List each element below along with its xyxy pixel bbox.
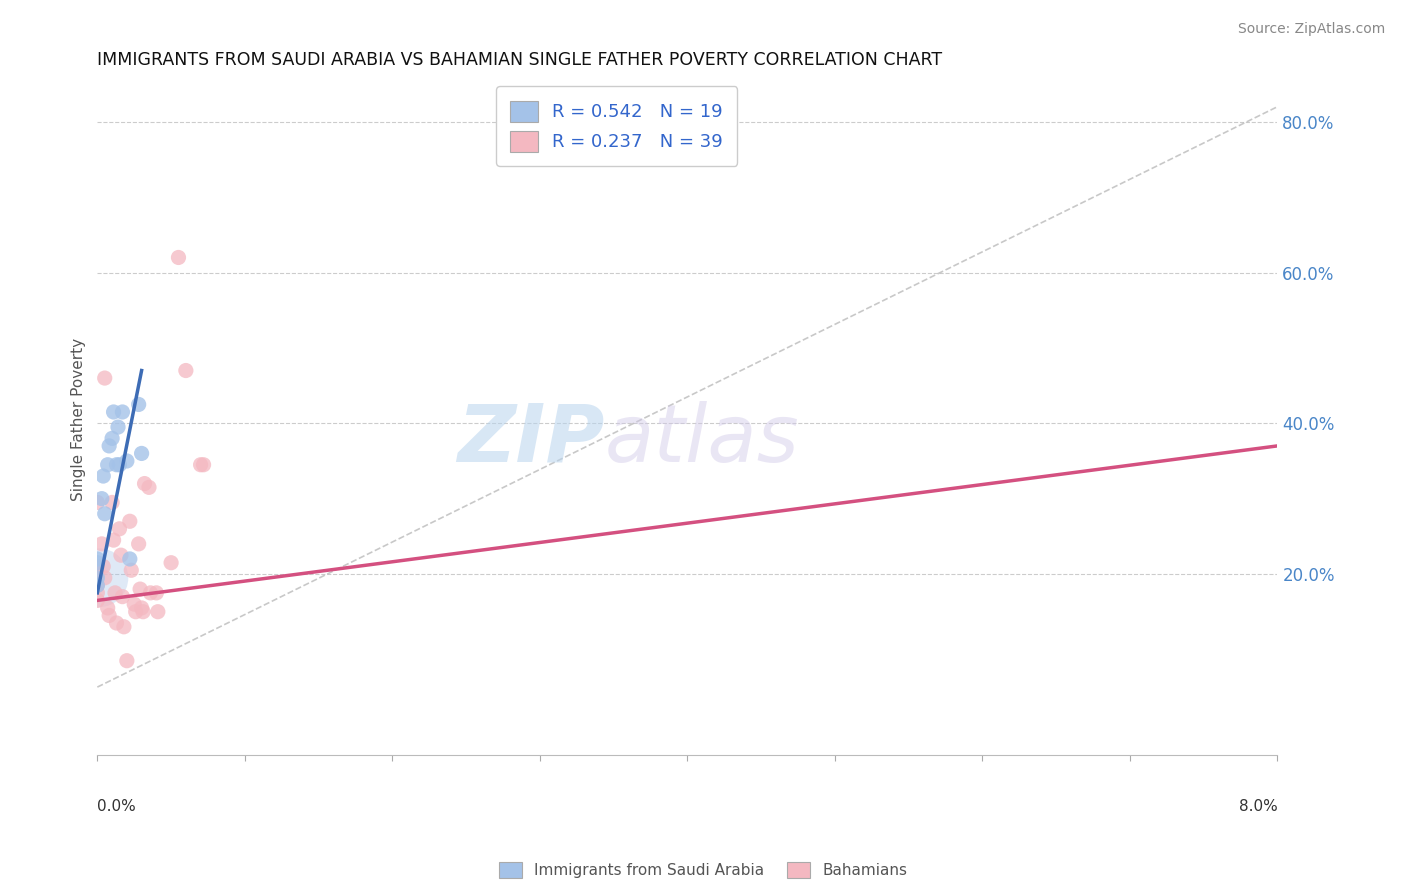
Point [167,251,190,265]
Point [101,431,124,445]
Point [118,514,141,528]
Point [91,469,114,483]
Point [174,363,197,377]
Point [86,593,108,607]
Point [97,601,120,615]
Point [90,537,112,551]
Point [86,578,108,592]
Point [115,454,138,468]
Point [190,458,212,472]
Point [111,405,134,419]
Point [139,586,162,600]
Point [128,537,150,551]
Point [97,458,120,472]
Y-axis label: Single Father Poverty: Single Father Poverty [72,338,86,501]
Point [86,552,108,566]
Point [86,495,108,509]
Point [115,654,138,668]
Point [105,615,128,630]
Point [86,571,108,585]
Point [110,548,132,562]
Point [98,608,121,623]
Point [90,491,112,506]
Text: IMMIGRANTS FROM SAUDI ARABIA VS BAHAMIAN SINGLE FATHER POVERTY CORRELATION CHART: IMMIGRANTS FROM SAUDI ARABIA VS BAHAMIAN… [97,51,942,69]
Point [125,605,148,619]
Point [118,552,141,566]
Point [128,397,150,411]
Point [131,446,153,460]
Point [107,420,129,434]
Point [86,578,108,592]
Point [86,586,108,600]
Point [91,559,114,574]
Point [112,620,135,634]
Point [138,480,160,494]
Text: ZIP: ZIP [457,401,605,479]
Point [160,556,183,570]
Point [129,582,152,596]
Point [86,559,108,574]
Text: 8.0%: 8.0% [1239,798,1278,814]
Point [146,605,169,619]
Point [193,458,215,472]
Point [105,458,128,472]
Text: atlas: atlas [605,401,800,479]
Legend: R = 0.542   N = 19, R = 0.237   N = 39: R = 0.542 N = 19, R = 0.237 N = 39 [496,87,737,166]
Point [111,590,134,604]
Point [120,563,142,577]
Point [132,605,155,619]
Point [103,405,125,419]
Text: Source: ZipAtlas.com: Source: ZipAtlas.com [1237,22,1385,37]
Point [98,439,121,453]
Point [87,571,110,585]
Legend: Immigrants from Saudi Arabia, Bahamians: Immigrants from Saudi Arabia, Bahamians [492,856,914,884]
Point [93,507,115,521]
Point [122,597,145,611]
Point [108,522,131,536]
Point [104,586,127,600]
Point [93,371,115,385]
Point [131,601,153,615]
Point [86,567,108,582]
Point [101,495,124,509]
Point [145,586,167,600]
Text: 0.0%: 0.0% [97,798,136,814]
Point [93,571,115,585]
Point [86,556,108,570]
Point [108,458,131,472]
Point [134,476,156,491]
Point [103,533,125,548]
